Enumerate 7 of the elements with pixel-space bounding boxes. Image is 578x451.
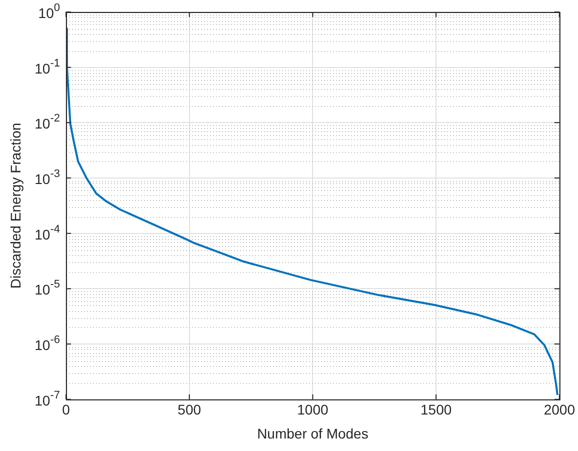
x-tick-label: 500 [178,402,202,418]
x-axis-title: Number of Modes [257,425,368,442]
x-tick-label: 1500 [420,402,452,418]
y-axis-title: Discarded Energy Fraction [7,122,24,289]
x-tick-label: 1000 [297,402,328,418]
x-tick-label: 2000 [544,402,576,418]
x-tick-label: 0 [62,402,70,418]
